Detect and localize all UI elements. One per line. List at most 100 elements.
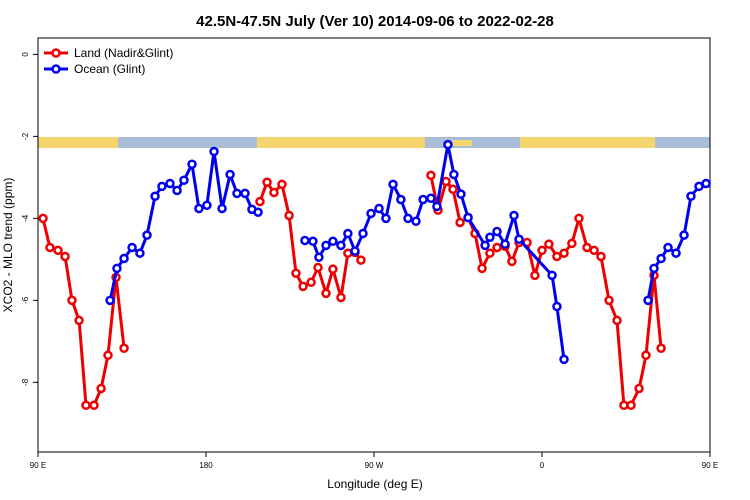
x-tick-label: 90 W [365,461,384,470]
series-line [41,175,663,407]
data-point [172,185,182,196]
data-point [253,207,263,217]
y-tick-label: -2 [21,132,30,140]
data-point [232,188,242,199]
data-point [142,230,152,240]
legend-label: Land (Nadir&Glint) [74,46,173,60]
data-point [105,295,115,306]
data-point [103,350,113,361]
data-point [507,256,517,267]
data-point [463,212,473,223]
data-point [313,262,323,273]
data-point [455,217,465,228]
data-point [641,350,651,361]
data-point [547,270,557,281]
data-point [671,248,681,258]
data-point [67,295,77,306]
data-point [514,234,524,245]
data-point [209,146,219,157]
data-point [374,203,384,214]
data-point [225,169,235,180]
data-point [291,268,301,279]
data-point [53,245,63,256]
data-point [217,203,227,214]
data-point [626,400,636,411]
data-point [381,213,391,224]
data-point [530,270,540,281]
y-tick-label: -4 [21,214,30,222]
data-point [135,248,145,258]
data-point [38,213,48,224]
y-tick-label: -8 [21,378,30,386]
legend-marker [51,64,61,74]
data-point [306,277,316,288]
data-point [45,242,55,253]
legend: Land (Nadir&Glint) Ocean (Glint) [44,46,173,76]
data-point [127,242,137,253]
y-tick-label: -6 [21,296,30,304]
data-point [701,178,711,189]
x-tick-label: 90 E [702,461,718,470]
data-point [411,216,421,226]
x-tick-label: 0 [540,461,545,470]
data-point [366,208,376,219]
data-point [308,236,318,247]
x-tick-label: 90 E [30,461,46,470]
data-point [485,232,495,242]
data-point [269,187,279,198]
data-point [612,315,622,326]
data-point [649,263,659,274]
data-point [656,343,666,354]
data-point [477,263,487,274]
data-point [321,240,331,251]
data-point [112,263,122,274]
data-point [165,178,175,189]
data-point [596,251,606,262]
data-point [656,253,666,264]
data-point [492,226,502,237]
data-point [388,179,398,190]
data-point [314,252,324,263]
data-point [298,281,308,292]
data-point [179,175,189,185]
data-point [343,228,353,239]
data-point [396,194,406,205]
data-point [321,288,331,299]
data-point [480,240,490,251]
data-point [448,184,458,195]
x-axis-label: Longitude (deg E) [327,477,422,491]
plot-frame [37,37,711,453]
data-point [403,213,413,224]
data-point [119,343,129,354]
data-point [643,295,653,306]
y-tick-label: 0 [21,52,30,57]
data-point [350,246,360,256]
data-point [441,176,451,187]
data-point [456,189,466,199]
data-point [74,315,84,326]
data-point [81,400,91,411]
data-point [358,228,368,239]
data-point [567,238,577,249]
data-point [426,193,436,204]
data-point [634,383,644,394]
data-point [328,236,338,247]
data-point [492,242,502,253]
chart-title: 42.5N-47.5N July (Ver 10) 2014-09-06 to … [196,13,554,30]
data-point [89,400,99,411]
data-point [194,203,204,214]
data-point [202,200,212,210]
data-point [500,239,510,249]
data-point [604,295,614,306]
data-point [544,239,554,249]
data-point [426,170,436,181]
data-point [509,210,519,221]
data-point [449,169,459,180]
data-point [150,191,160,201]
data-point [589,245,599,256]
data-point [240,188,250,199]
data-point [663,242,673,253]
legend-marker [51,48,61,58]
data-point [300,235,310,246]
